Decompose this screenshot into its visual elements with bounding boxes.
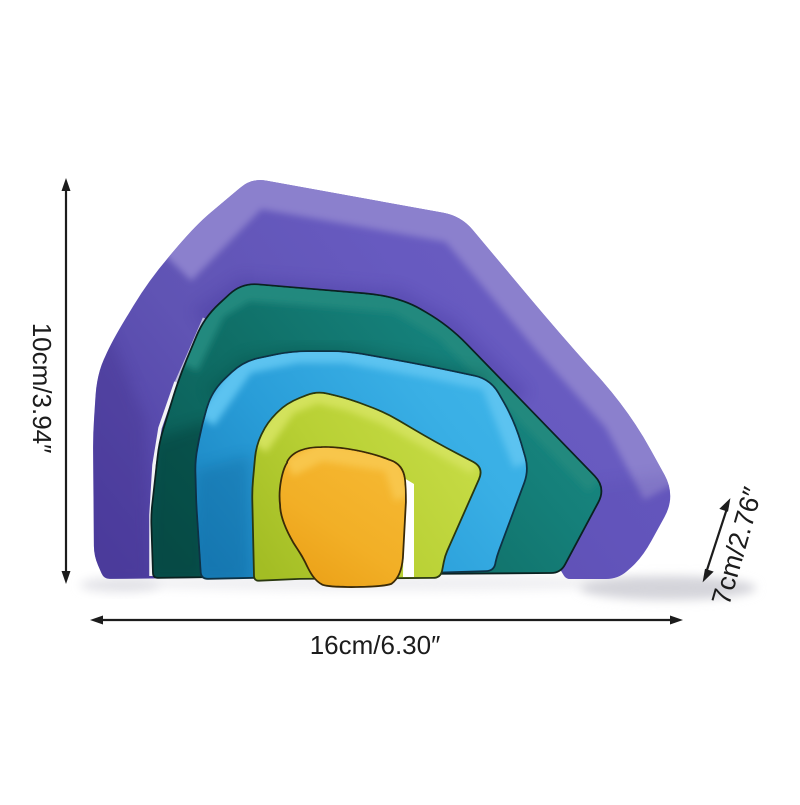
svg-text:10cm/3.94″: 10cm/3.94″ — [27, 323, 57, 454]
svg-text:16cm/6.30″: 16cm/6.30″ — [310, 630, 441, 660]
